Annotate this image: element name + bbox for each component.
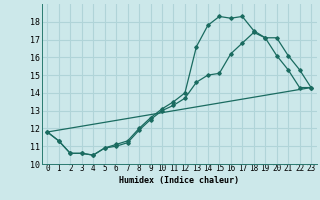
X-axis label: Humidex (Indice chaleur): Humidex (Indice chaleur)	[119, 176, 239, 185]
